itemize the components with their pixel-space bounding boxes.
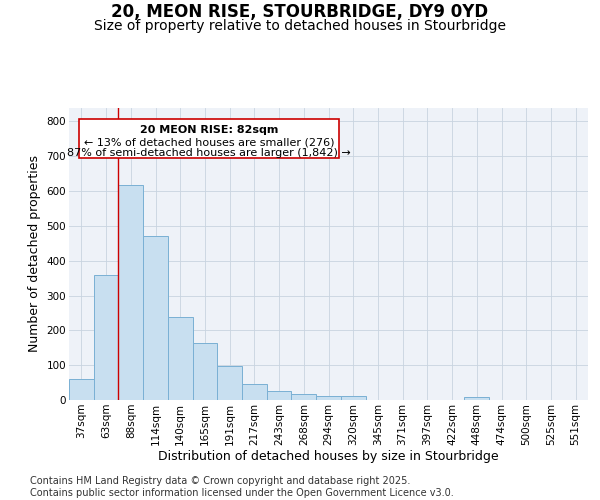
Bar <box>94 274 118 400</box>
Text: 87% of semi-detached houses are larger (1,842) →: 87% of semi-detached houses are larger (… <box>67 148 351 158</box>
Text: 20, MEON RISE, STOURBRIDGE, DY9 0YD: 20, MEON RISE, STOURBRIDGE, DY9 0YD <box>112 4 488 22</box>
Text: Contains HM Land Registry data © Crown copyright and database right 2025.
Contai: Contains HM Land Registry data © Crown c… <box>30 476 454 498</box>
Bar <box>341 396 365 400</box>
Bar <box>168 318 193 400</box>
X-axis label: Distribution of detached houses by size in Stourbridge: Distribution of detached houses by size … <box>158 450 499 464</box>
Bar <box>69 379 94 400</box>
Text: 20 MEON RISE: 82sqm: 20 MEON RISE: 82sqm <box>140 124 278 134</box>
Bar <box>118 185 143 400</box>
Bar <box>217 366 242 400</box>
Bar <box>242 384 267 400</box>
Text: Size of property relative to detached houses in Stourbridge: Size of property relative to detached ho… <box>94 19 506 33</box>
Bar <box>193 343 217 400</box>
Bar <box>316 396 341 400</box>
Bar <box>267 392 292 400</box>
Bar <box>143 236 168 400</box>
Y-axis label: Number of detached properties: Number of detached properties <box>28 155 41 352</box>
Bar <box>464 397 489 400</box>
Text: ← 13% of detached houses are smaller (276): ← 13% of detached houses are smaller (27… <box>84 137 334 147</box>
Bar <box>292 394 316 400</box>
FancyBboxPatch shape <box>79 118 339 158</box>
